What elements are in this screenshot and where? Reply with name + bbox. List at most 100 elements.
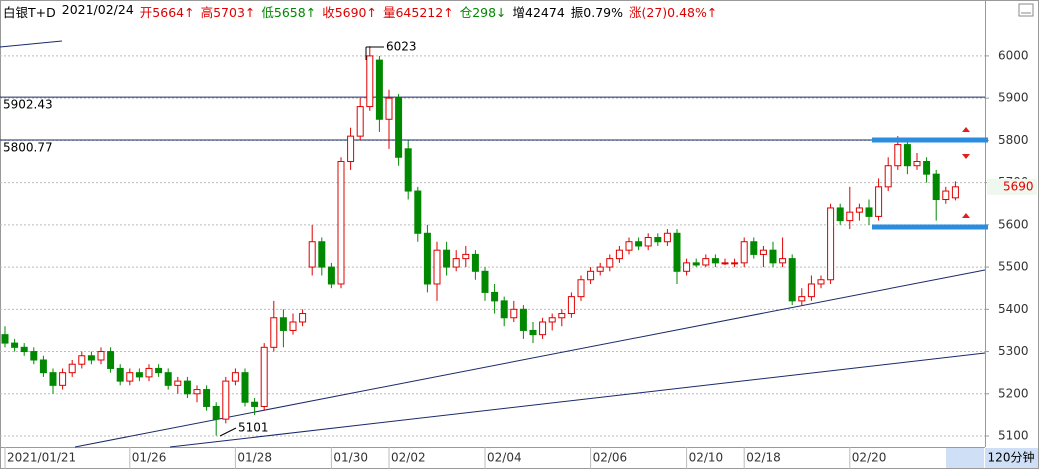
candle-body: [539, 321, 547, 336]
candle-body: [548, 317, 556, 323]
candle-body: [750, 241, 758, 255]
candle-body: [596, 266, 604, 272]
candle-body: [452, 258, 460, 268]
candle-body: [779, 258, 787, 264]
candle-body: [846, 211, 854, 222]
candle-body: [39, 359, 47, 374]
candle-body: [116, 367, 124, 382]
candle-body: [951, 186, 959, 199]
candle-body: [174, 380, 182, 386]
candle-body: [519, 308, 527, 331]
candle-body: [817, 279, 825, 285]
candle-body: [913, 160, 921, 167]
candle-body: [625, 241, 633, 251]
candle-body: [865, 207, 873, 217]
candle-body: [875, 186, 883, 217]
candle-body: [59, 372, 67, 386]
header-item: 振0.79%: [570, 5, 624, 20]
candle-body: [462, 253, 470, 260]
candle-body: [683, 262, 691, 272]
candle-body: [894, 144, 902, 167]
candle-body: [567, 296, 575, 315]
header: 白银T+D 2021/02/24 开5664↑ 高5703↑ 低5658↑ 收5690↑ 量…: [3, 2, 717, 21]
x-tick-label: 02/06: [593, 451, 628, 465]
candle-body: [135, 372, 143, 378]
candle-body: [587, 270, 595, 281]
scroll-bar[interactable]: [946, 448, 984, 468]
y-tick-label: 5200: [998, 386, 1029, 400]
candle-body: [356, 106, 364, 137]
candle-body: [471, 253, 479, 272]
x-tick-label: 01/28: [237, 451, 272, 465]
header-item: 开5664↑: [139, 5, 195, 20]
candle-body: [183, 380, 191, 395]
candle-body: [606, 258, 614, 268]
candle-body: [30, 351, 38, 361]
candle-body: [942, 190, 950, 201]
candle-body: [731, 262, 739, 265]
trend-line: [169, 352, 986, 448]
candle-body: [107, 351, 115, 369]
candle-body: [769, 249, 777, 264]
candle-body: [798, 296, 806, 302]
y-tick-label: 5600: [998, 217, 1029, 231]
x-tick-label: 02/20: [852, 451, 887, 465]
candle-body: [404, 148, 412, 192]
candle-body: [289, 321, 297, 331]
y-tick-label: 5400: [998, 302, 1029, 316]
last-price: 5690: [1003, 179, 1034, 193]
timeframe[interactable]: 120分钟: [988, 450, 1035, 465]
candle-body: [68, 363, 76, 374]
header-item: 仓298↓: [459, 5, 507, 20]
candle-body: [49, 372, 57, 386]
candle-body: [11, 342, 19, 348]
candle-body: [433, 249, 441, 285]
candle-body: [577, 279, 585, 298]
candle-body: [692, 262, 700, 266]
candle-body: [903, 144, 911, 167]
candle-body: [212, 405, 220, 420]
candle-body: [423, 232, 431, 285]
candle-body: [299, 313, 307, 323]
candle-body: [231, 372, 239, 382]
candle-body: [1, 334, 9, 344]
candle-body: [702, 258, 710, 266]
candle-body: [481, 270, 489, 293]
candle-body: [385, 97, 393, 120]
candle-body: [740, 241, 748, 264]
candle-body: [375, 59, 383, 120]
candle-body: [500, 300, 508, 319]
candle-body: [366, 55, 374, 108]
candle-body: [347, 135, 355, 162]
candle-body: [663, 232, 671, 243]
candle-body: [145, 367, 153, 378]
y-tick-label: 5800: [998, 133, 1029, 147]
candle-body: [414, 190, 422, 234]
header-item: 白银T+D: [3, 5, 56, 20]
window-icon[interactable]: [1018, 3, 1034, 17]
x-tick-label: 02/02: [391, 451, 426, 465]
candle-body: [87, 355, 95, 361]
candle-body: [20, 346, 28, 353]
x-tick-label: 02/10: [689, 451, 724, 465]
x-tick-label: 02/18: [746, 451, 781, 465]
timeframe-box[interactable]: [985, 448, 1038, 468]
candle-body: [510, 308, 518, 319]
candle-body: [884, 165, 892, 188]
candle-body: [270, 317, 278, 348]
y-tick-label: 5100: [998, 429, 1029, 443]
candle-body: [251, 401, 259, 407]
candle-body: [308, 241, 316, 268]
header-item: 高5703↑: [200, 5, 256, 20]
candle-body: [193, 389, 201, 395]
candle-body: [443, 249, 451, 268]
header-item: 低5658↑: [261, 5, 317, 20]
candle-body: [923, 160, 931, 175]
header-item: 2021/02/24: [61, 2, 134, 17]
header-item: 量645212↑: [382, 5, 454, 20]
header-item: 涨(27)0.48%↑: [629, 5, 718, 20]
candle-body: [644, 237, 652, 247]
